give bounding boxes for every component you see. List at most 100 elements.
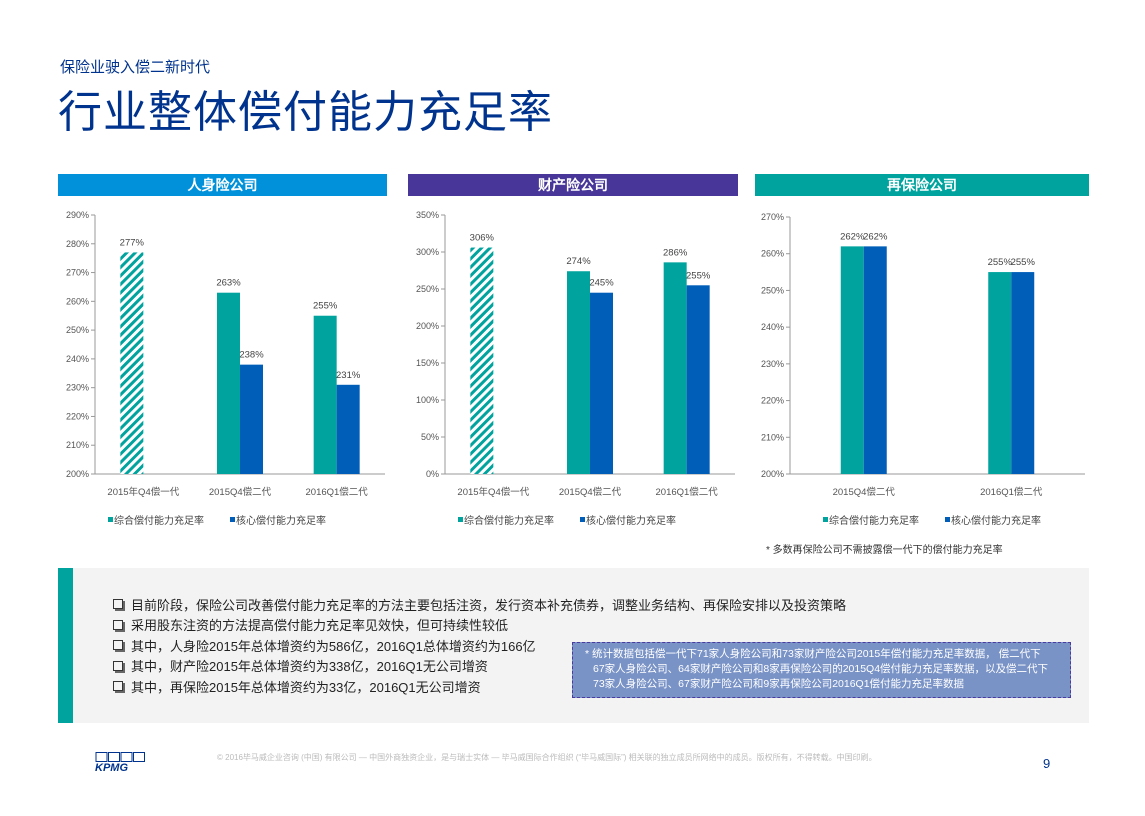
y-tick-label: 240% (66, 354, 89, 364)
y-tick-label: 50% (421, 432, 439, 442)
bullet-text: 其中，人身险2015年总体增资约为586亿，2016Q1总体增资约为166亿 (131, 638, 536, 654)
bar-core (1011, 272, 1035, 474)
y-tick-label: 350% (416, 210, 439, 220)
chart-property: 0% 50% 100% 150% 200% 250% 300% 350% 2015年Q4偿一代 3… (416, 210, 735, 527)
bar-comprehensive (988, 272, 1012, 474)
y-tick-label: 260% (66, 296, 89, 306)
y-tick-label: 150% (416, 358, 439, 368)
data-label: 255% (1011, 257, 1036, 268)
chart-heading-reinsurance: 再保险公司 (755, 174, 1089, 196)
bar-core (590, 292, 613, 474)
data-label: 255% (313, 301, 338, 312)
bar-core (686, 285, 710, 474)
svg-text:KPMG: KPMG (95, 762, 128, 772)
data-label: 231% (336, 370, 361, 381)
bullet-item: 采用股东注资的方法提高偿付能力充足率见效快，但可持续性较低 (113, 615, 846, 636)
bar-comprehensive (313, 315, 337, 474)
bar-comprehensive (840, 246, 864, 474)
bullet-item: 其中，人身险2015年总体增资约为586亿，2016Q1总体增资约为166亿 (113, 635, 846, 656)
x-tick-label: 2015Q4偿二代 (559, 486, 622, 498)
data-label: 262% (863, 231, 888, 242)
reinsurance-note: * 多数再保险公司不需披露偿一代下的偿付能力充足率 (766, 545, 1003, 556)
y-tick-label: 260% (761, 249, 784, 259)
bar-comprehensive (663, 262, 687, 474)
data-label: 245% (589, 278, 614, 289)
checkbox-bullet-icon (113, 599, 123, 610)
y-tick-label: 250% (66, 325, 89, 335)
y-tick-label: 270% (761, 212, 784, 222)
chart-reinsurance: 200% 210% 220% 230% 240% 250% 260% 270% 2015Q4偿二… (761, 212, 1085, 527)
legend-swatch (108, 517, 113, 522)
copyright-text: © 2016毕马威企业咨询 (中国) 有限公司 — 中国外商独资企业，是与瑞士实… (217, 753, 877, 762)
y-tick-label: 220% (66, 411, 89, 421)
y-tick-label: 290% (66, 210, 89, 220)
data-label: 238% (239, 350, 264, 361)
y-tick-label: 240% (761, 322, 784, 332)
y-tick-label: 200% (66, 469, 89, 479)
kpmg-logo: KPMG (95, 752, 145, 772)
bullet-item: 其中，再保险2015年总体增资约为33亿，2016Q1无公司增资 (113, 676, 846, 697)
footnote-line: 67家人身险公司、64家财产险公司和8家再保险公司的2015Q4偿付能力充足率数… (593, 663, 1049, 675)
y-tick-label: 300% (416, 247, 439, 257)
y-tick-label: 250% (416, 284, 439, 294)
data-label: 262% (840, 231, 865, 242)
y-tick-label: 0% (426, 469, 439, 479)
data-label: 263% (216, 278, 241, 289)
y-tick-label: 200% (416, 321, 439, 331)
x-tick-label: 2015年Q4偿一代 (457, 486, 529, 498)
y-tick-label: 210% (66, 440, 89, 450)
section-subtitle: 保险业驶入偿二新时代 (60, 59, 211, 76)
bar-core (336, 384, 360, 474)
checkbox-bullet-icon (113, 640, 123, 651)
legend-swatch (230, 517, 235, 522)
page-title: 行业整体偿付能力充足率 (58, 88, 553, 137)
data-label: 274% (566, 256, 591, 267)
bar-comprehensive (217, 292, 240, 474)
y-tick-label: 200% (761, 469, 784, 479)
y-tick-label: 250% (761, 285, 784, 295)
checkbox-bullet-icon (113, 660, 123, 671)
bar-comprehensive (567, 271, 590, 474)
chart-heading-life: 人身险公司 (58, 174, 387, 196)
data-footnote-box: * 统计数据包括偿一代下71家人身险公司和73家财产险公司2015年偿付能力充足… (572, 642, 1071, 698)
bullet-text: 其中，再保险2015年总体增资约为33亿，2016Q1无公司增资 (131, 679, 481, 695)
legend-label: 综合偿付能力充足率 (114, 514, 204, 527)
checkbox-bullet-icon (113, 681, 123, 692)
page-number: 9 (1043, 756, 1051, 771)
y-tick-label: 210% (761, 432, 784, 442)
bullet-item: 目前阶段，保险公司改善偿付能力充足率的方法主要包括注资，发行资本补充债券，调整业… (113, 594, 846, 615)
footnote-line: * 统计数据包括偿一代下71家人身险公司和73家财产险公司2015年偿付能力充足… (585, 648, 1041, 660)
bullet-text: 采用股东注资的方法提高偿付能力充足率见效快，但可持续性较低 (131, 618, 509, 634)
bullet-text: 其中，财产险2015年总体增资约为338亿，2016Q1无公司增资 (131, 659, 488, 675)
bullet-text: 目前阶段，保险公司改善偿付能力充足率的方法主要包括注资，发行资本补充债券，调整业… (131, 597, 847, 613)
y-tick-label: 270% (66, 268, 89, 278)
legend-swatch (823, 517, 828, 522)
legend-label: 综合偿付能力充足率 (829, 514, 919, 527)
bullet-item: 其中，财产险2015年总体增资约为338亿，2016Q1无公司增资 (113, 656, 846, 677)
legend-swatch (458, 517, 463, 522)
legend-label: 核心偿付能力充足率 (236, 514, 326, 527)
bar-comprehensive (470, 247, 494, 474)
y-tick-label: 230% (761, 359, 784, 369)
x-tick-label: 2016Q1偿二代 (656, 486, 719, 498)
x-tick-label: 2015Q4偿二代 (833, 486, 896, 498)
x-tick-label: 2016Q1偿二代 (306, 486, 369, 498)
data-label: 255% (988, 257, 1013, 268)
legend-swatch (580, 517, 585, 522)
chart-heading-property: 财产险公司 (408, 174, 738, 196)
chart-life: 200% 210% 220% 230% 240% 250% 260% 270% 280% 290%… (66, 210, 385, 527)
bar-core (240, 364, 263, 474)
legend-label: 核心偿付能力充足率 (586, 514, 676, 527)
x-tick-label: 2016Q1偿二代 (980, 486, 1043, 498)
legend-label: 综合偿付能力充足率 (464, 514, 554, 527)
footnote-line: 73家人身险公司、67家财产险公司和9家再保险公司2016Q1偿付能力充足率数据 (593, 678, 965, 690)
panel-accent-bar (58, 568, 73, 723)
y-tick-label: 280% (66, 239, 89, 249)
bullet-list: 目前阶段，保险公司改善偿付能力充足率的方法主要包括注资，发行资本补充债券，调整业… (113, 594, 846, 697)
x-tick-label: 2015Q4偿二代 (209, 486, 272, 498)
legend-label: 核心偿付能力充足率 (951, 514, 1041, 527)
legend-swatch (945, 517, 950, 522)
x-tick-label: 2015年Q4偿一代 (107, 486, 179, 498)
y-tick-label: 230% (66, 383, 89, 393)
data-label: 286% (663, 247, 688, 258)
